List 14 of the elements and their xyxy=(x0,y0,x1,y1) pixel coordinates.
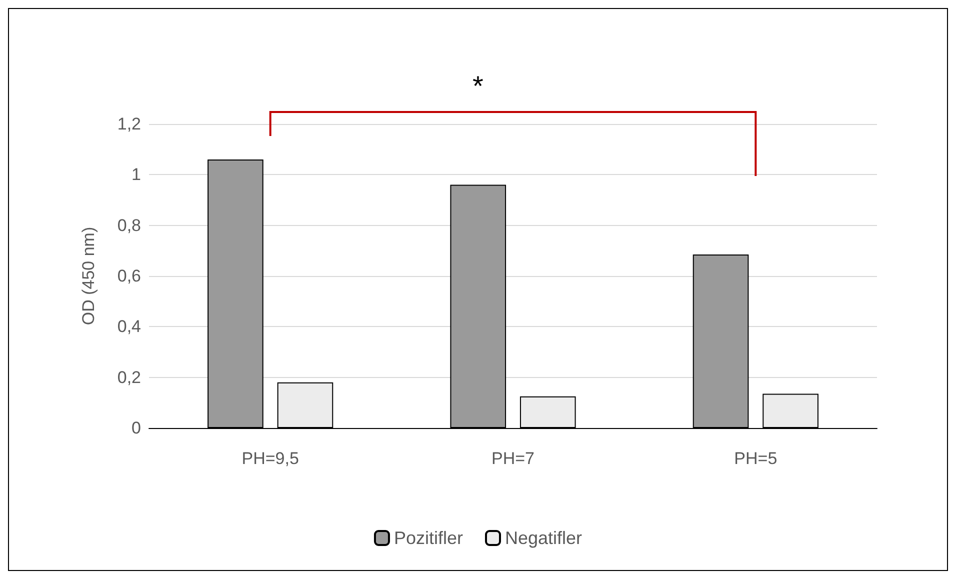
x-tick-label: PH=5 xyxy=(734,449,778,468)
y-tick-label: 0 xyxy=(132,418,141,438)
y-tick-label: 0,4 xyxy=(117,317,141,336)
x-tick-label: PH=7 xyxy=(492,449,534,468)
text: * xyxy=(472,70,484,102)
y-tick-label: 0,6 xyxy=(117,266,141,286)
y-tick-label: 0,2 xyxy=(117,368,141,387)
y-tick-label: 1 xyxy=(132,165,141,184)
y-tick-label: 1,2 xyxy=(117,114,141,134)
y-tick-label: 0,8 xyxy=(117,216,141,235)
y-axis-title: OD (450 nm) xyxy=(79,226,98,326)
x-tick-label: PH=9,5 xyxy=(242,449,299,468)
legend-label: Pozitifler xyxy=(394,528,464,548)
legend-label: Negatifler xyxy=(504,528,582,548)
